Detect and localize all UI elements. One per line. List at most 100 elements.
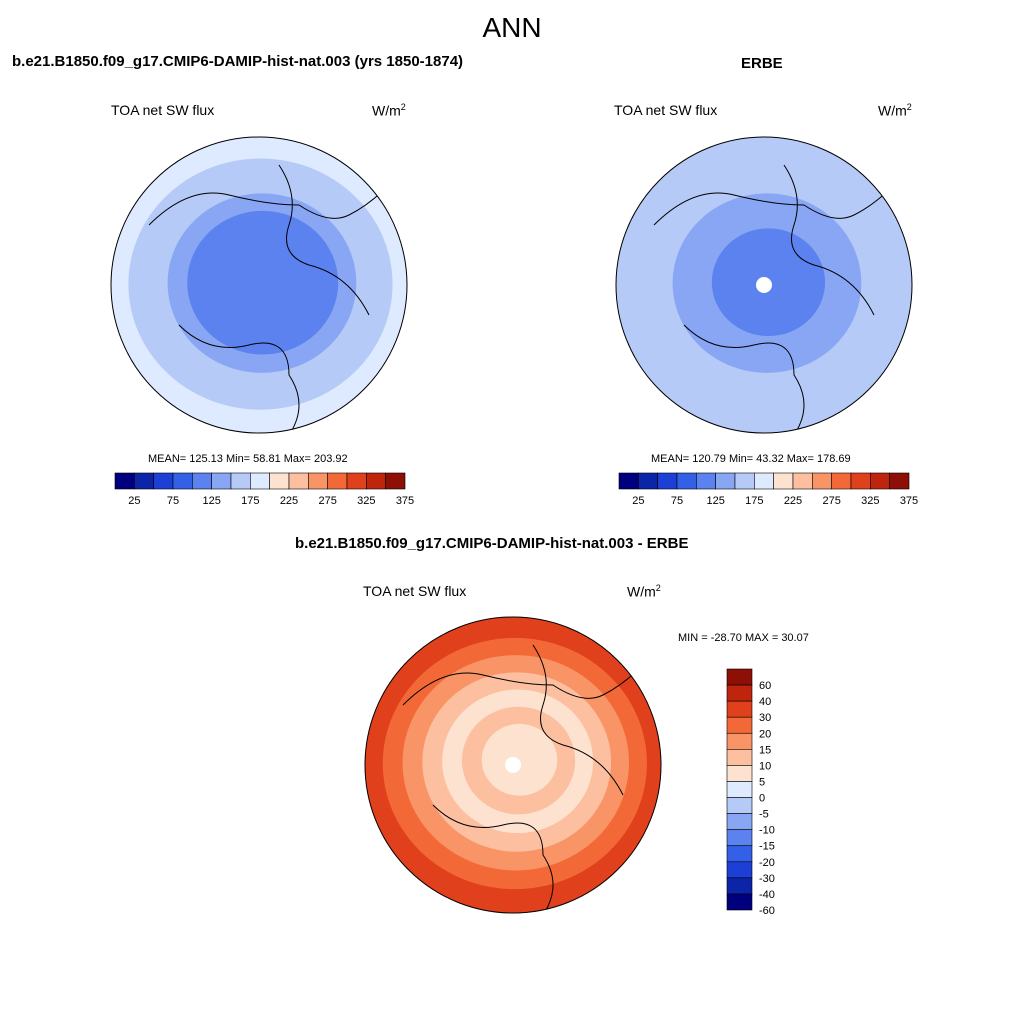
colorbar-3-tick-label: 10: [759, 760, 771, 772]
colorbar-3-tick-label: -20: [759, 857, 775, 869]
colorbar-2-box-11: [831, 472, 852, 490]
colorbar-3-box-0: [726, 668, 753, 686]
colorbar-3-box-8: [726, 797, 753, 814]
colorbar-2-tick-label: 125: [706, 495, 724, 507]
panel-1-stats: MEAN= 125.13 Min= 58.81 Max= 203.92: [148, 453, 348, 465]
panel-3-title: b.e21.B1850.f09_g17.CMIP6-DAMIP-hist-nat…: [295, 535, 689, 552]
map-panel-1: [111, 137, 407, 433]
colorbar-2-box-3: [676, 472, 697, 490]
colorbar-1-box-8: [269, 472, 290, 490]
colorbar-2-box-2: [657, 472, 678, 490]
colorbar-1-box-1: [134, 472, 154, 490]
colorbar-1-box-11: [327, 472, 348, 490]
map-2-missing-pole: [756, 277, 772, 293]
panel-2-units: W/m2: [878, 102, 912, 119]
panel-2-stats: MEAN= 120.79 Min= 43.32 Max= 178.69: [651, 453, 851, 465]
map-3-coastline: [402, 644, 644, 913]
colorbar-3-tick-label: 40: [759, 696, 771, 708]
colorbar-2-tick-label: 225: [784, 495, 802, 507]
colorbar-3-box-12: [726, 861, 753, 879]
colorbar-2-tick-label: 275: [822, 495, 840, 507]
colorbar-1-tick-label: 275: [318, 495, 336, 507]
colorbar-3-tick-label: -5: [759, 809, 769, 821]
colorbar-3-box-13: [726, 877, 753, 895]
map-panel-2: [616, 137, 912, 433]
colorbar-3-box-3: [726, 716, 753, 734]
colorbar-3-tick-label: -30: [759, 873, 775, 885]
map-3-missing-pole: [505, 757, 521, 773]
colorbar-3-box-7: [726, 781, 753, 798]
map-3-boundary: [364, 616, 662, 914]
colorbar-3-tick-label: -10: [759, 825, 775, 837]
map-3-band-0: [501, 741, 540, 778]
colorbar-3-tick-label: 30: [759, 712, 771, 724]
map-panel-3: [365, 617, 661, 913]
colorbar-3-box-4: [726, 732, 753, 750]
colorbar-1-tick-label: 225: [280, 495, 298, 507]
colorbar-2-box-4: [696, 472, 716, 490]
colorbar-1-tick-label: 375: [396, 495, 414, 507]
colorbar-1-box-13: [366, 472, 386, 490]
colorbar-2-box-14: [889, 472, 910, 490]
colorbar-1-box-3: [172, 472, 193, 490]
colorbar-2-tick-label: 175: [745, 495, 763, 507]
colorbar-2-box-7: [754, 472, 774, 490]
colorbar-3-box-9: [726, 813, 753, 830]
panel-3-stats: MIN = -28.70 MAX = 30.07: [678, 632, 809, 644]
colorbar-3-tick-label: 60: [759, 680, 771, 692]
colorbar-3-tick-label: 5: [759, 776, 765, 788]
colorbar-3-tick-label: 0: [759, 793, 765, 805]
colorbar-1-box-14: [385, 472, 406, 490]
colorbar-3-tick-label: -60: [759, 905, 775, 917]
map-2-coastline: [653, 164, 895, 433]
colorbar-1-tick-label: 25: [128, 495, 140, 507]
colorbar-2-box-13: [870, 472, 890, 490]
panel-3-units: W/m2: [627, 583, 661, 600]
panel-2-title: ERBE: [741, 55, 783, 72]
colorbar-2-tick-label: 75: [671, 495, 683, 507]
colorbar-2-box-12: [850, 472, 871, 490]
colorbar-2-box-8: [773, 472, 794, 490]
colorbar-1-box-7: [250, 472, 270, 490]
colorbar-3-tick-label: 15: [759, 744, 771, 756]
colorbar-3-box-14: [726, 893, 753, 911]
figure-title: ANN: [482, 12, 542, 43]
map-1-boundary: [110, 136, 408, 434]
colorbar-2-tick-label: 25: [632, 495, 644, 507]
colorbar-1-box-2: [153, 472, 174, 490]
map-1-band-0: [246, 263, 284, 300]
colorbar-1-box-10: [308, 472, 328, 490]
panel-1-units: W/m2: [372, 102, 406, 119]
colorbar-3-tick-label: 20: [759, 728, 771, 740]
colorbar-1-box-5: [211, 472, 232, 490]
colorbar-3-box-10: [726, 829, 753, 847]
colorbar-1-tick-label: 175: [241, 495, 259, 507]
colorbar-3-box-6: [726, 765, 753, 782]
panel-1-title: b.e21.B1850.f09_g17.CMIP6-DAMIP-hist-nat…: [12, 53, 464, 70]
colorbar-3-box-5: [726, 749, 753, 766]
colorbar-3-tick-label: -15: [759, 841, 775, 853]
panel-1-variable-label: TOA net SW flux: [111, 102, 215, 118]
colorbar-3-box-1: [726, 684, 753, 702]
colorbar-1-box-12: [346, 472, 367, 490]
colorbar-2-box-10: [812, 472, 832, 490]
colorbar-3-box-11: [726, 845, 753, 863]
panel-2-variable-label: TOA net SW flux: [614, 102, 718, 118]
colorbar-1-box-4: [192, 472, 212, 490]
colorbar-1-box-0: [114, 472, 135, 490]
colorbar-2-box-6: [734, 472, 755, 490]
panel-3-variable-label: TOA net SW flux: [363, 583, 467, 599]
colorbar-3-tick-label: -40: [759, 889, 775, 901]
map-2-boundary: [615, 136, 913, 434]
colorbar-2-box-0: [618, 472, 639, 490]
colorbar-2-box-9: [792, 472, 813, 490]
colorbar-2-tick-label: 375: [900, 495, 918, 507]
colorbar-2-tick-label: 325: [861, 495, 879, 507]
colorbar-1-tick-label: 325: [357, 495, 375, 507]
colorbar-3-box-2: [726, 700, 753, 718]
colorbar-1-box-6: [230, 472, 251, 490]
colorbar-2-box-5: [715, 472, 736, 490]
colorbar-2-box-1: [638, 472, 658, 490]
colorbar-1-box-9: [288, 472, 309, 490]
